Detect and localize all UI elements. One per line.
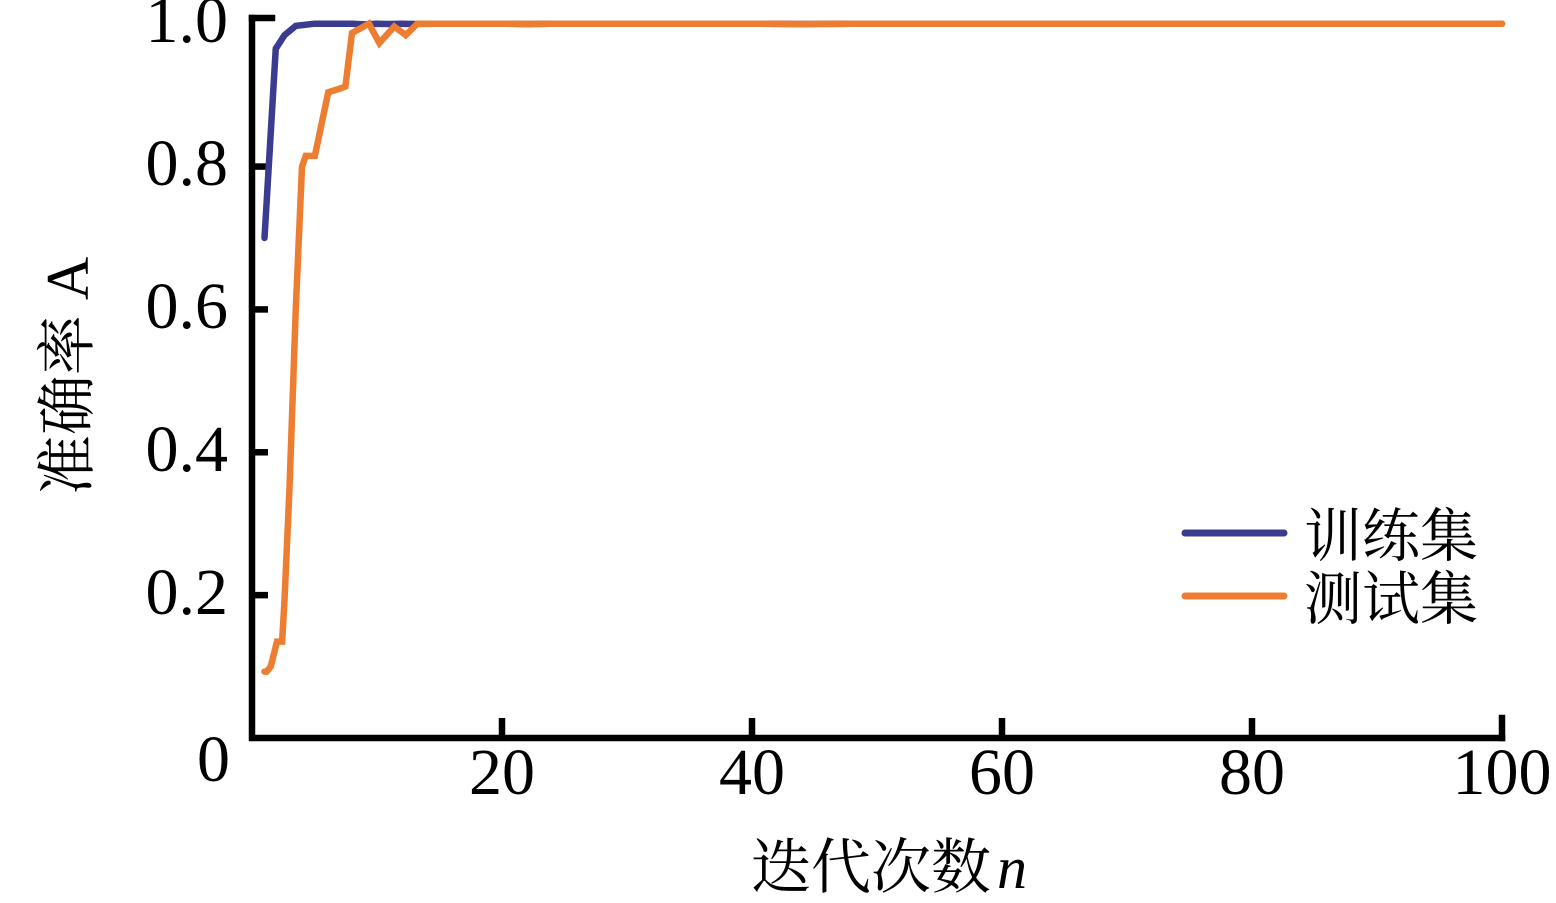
svg-text:0.8: 0.8	[146, 127, 229, 200]
svg-text:0: 0	[197, 723, 230, 796]
svg-text:20: 20	[469, 736, 535, 809]
svg-text:0.4: 0.4	[146, 413, 229, 486]
svg-text:测试集: 测试集	[1304, 567, 1478, 632]
svg-text:100: 100	[1453, 736, 1552, 809]
svg-text:80: 80	[1219, 736, 1285, 809]
svg-text:0.6: 0.6	[146, 270, 229, 343]
svg-text:准确率 A: 准确率 A	[35, 257, 101, 495]
svg-text:40: 40	[719, 736, 785, 809]
svg-text:0.2: 0.2	[146, 556, 229, 629]
svg-text:训练集: 训练集	[1304, 504, 1478, 569]
svg-text:60: 60	[969, 736, 1035, 809]
svg-text:1.0: 1.0	[146, 0, 229, 57]
